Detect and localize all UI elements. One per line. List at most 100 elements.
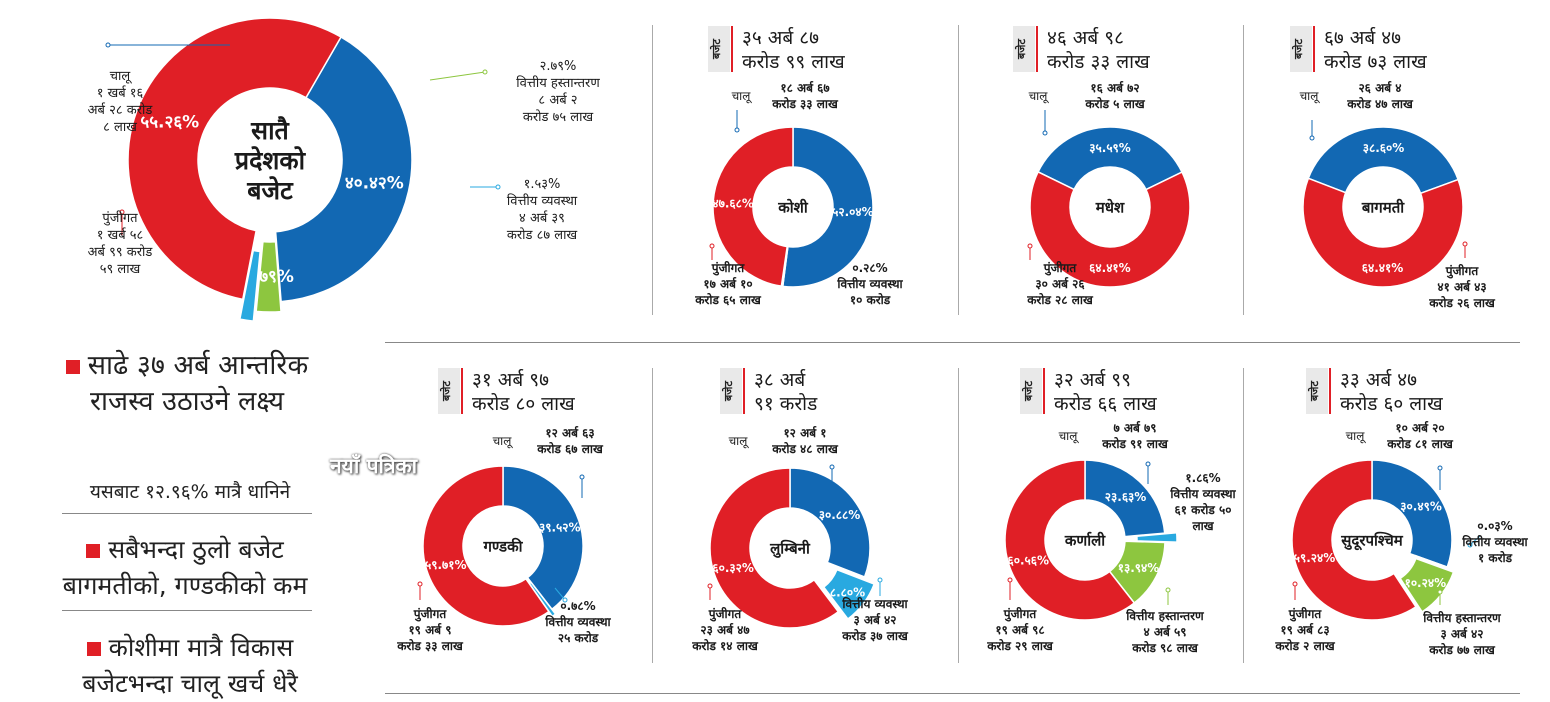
slice-label: ०.०३% वित्तीय व्यवस्था १ करोड [1461, 519, 1528, 565]
donut-slice [1037, 126, 1183, 191]
column-divider [958, 368, 959, 663]
budget-tag: बजेट [721, 381, 735, 402]
budget-tag-box [1306, 368, 1328, 414]
donut-slice [1302, 177, 1464, 288]
budget-tag-box [438, 368, 460, 414]
leader-dot [1437, 465, 1443, 471]
headline-largest-text: सबैभन्दा ठुलो बजेट बागमतीको, गण्डकीको कम [62, 535, 308, 600]
slice-label: वित्तीय व्यवस्था ३ अर्ब ४२ करोड ३७ लाख [841, 597, 909, 643]
donut-slice [422, 465, 550, 627]
headline-revenue: साढे ३७ अर्ब आन्तरिक राजस्व उठाउने लक्ष्… [62, 348, 312, 420]
slice-percent-label: ६०.५६% [1008, 554, 1050, 568]
slice-label: पुंजीगत २३ अर्ब ४७ करोड १४ लाख [691, 607, 759, 653]
donut-slice [127, 17, 343, 301]
donut-slice [1307, 126, 1460, 195]
leader-dot [1467, 542, 1473, 548]
leader-dot [417, 581, 423, 587]
donut-slice [712, 126, 794, 288]
chart-title: बागमती [1361, 198, 1405, 216]
slice-label: ७ अर्ब ७९ करोड ९१ लाख [1101, 421, 1169, 451]
chart-title: कोशी [777, 198, 809, 216]
budget-tag: बजेट [1307, 381, 1321, 402]
slice-label: ०.२८% वित्तीय व्यवस्था १० करोड [836, 261, 903, 307]
slice-label: १२ अर्ब ६३ करोड ६७ लाख [536, 426, 604, 456]
donut-slice [781, 126, 874, 288]
slice-label: पुंजीगत १९ अर्ब ९ करोड ३३ लाख [396, 607, 464, 653]
slice-name: चालू [493, 434, 514, 449]
watermark: नयाँ पत्रिका [330, 454, 418, 478]
slice-percent-label: १०.२४% [1405, 576, 1447, 590]
donut-slice [822, 568, 876, 621]
leader-dot [495, 184, 501, 190]
divider [62, 610, 312, 611]
leader-dot [877, 577, 883, 583]
slice-label: १.८६% वित्तीय व्यवस्था ६१ करोड ५० लाख [1169, 471, 1236, 533]
slice-label: पुंजीगत १९ अर्ब ८३ करोड २ लाख [1274, 607, 1335, 653]
leader-dot [119, 209, 125, 215]
leader-dot [1165, 587, 1171, 593]
budget-tag-box [1020, 368, 1042, 414]
column-divider [1243, 25, 1244, 315]
slice-percent-label: ५५.२६% [140, 112, 199, 132]
slice-label: २.७९% वित्तीय हस्तान्तरण ८ अर्ब २ करोड ७५ ल… [516, 59, 600, 125]
donut-slice [1084, 459, 1166, 538]
slice-name: चालू [1300, 89, 1321, 104]
leader-dot [734, 127, 740, 133]
slice-percent-label: ६४.४१% [1089, 261, 1131, 275]
leader-line [429, 71, 486, 81]
column-divider [652, 368, 653, 663]
headline-koshi-text: कोशीमा मात्रै विकास बजेटभन्दा चालू खर्च … [82, 633, 298, 698]
slice-percent-label: ३०.४९% [1400, 499, 1442, 513]
donut-slice [709, 467, 840, 629]
row-divider [385, 342, 1520, 343]
slice-name: चालू [1346, 429, 1367, 444]
donut-slice [1291, 459, 1417, 621]
leader-dot [562, 597, 568, 603]
leader-dot [707, 583, 713, 589]
slice-label: पुंजीगत १ खर्ब ५८ अर्ब ९९ करोड ५९ लाख [88, 210, 154, 277]
slice-label: १६ अर्ब ७२ करोड ५ लाख [1084, 81, 1145, 111]
leader-dot [1042, 130, 1048, 136]
budget-total: ३२ अर्ब ९९ करोड ६६ लाख [1054, 368, 1157, 415]
budget-tag: बजेट [1021, 381, 1035, 402]
column-divider [958, 25, 959, 315]
budget-tag: बजेट [709, 39, 723, 60]
bullet-square [65, 359, 80, 374]
slice-name: चालू [732, 89, 753, 104]
bullet-square [86, 642, 101, 656]
donut-slice [238, 249, 261, 322]
slice-percent-label: ३८.६०% [1363, 141, 1405, 155]
donut-slice [255, 240, 282, 313]
budget-tag: बजेट [439, 381, 453, 402]
budget-tag-box [708, 26, 730, 72]
budget-tag: बजेट [1291, 39, 1305, 60]
slice-percent-label: ३९.५२% [539, 521, 581, 535]
chart-title: लुम्बिनी [769, 539, 811, 558]
slice-percent-label: ३०.८८% [819, 508, 861, 522]
slice-percent-label: ३५.५९% [1089, 141, 1131, 155]
slice-percent-label: ५९.७१% [425, 558, 467, 572]
headline-revenue-sub: यसबाट १२.९६% मात्रै धानिने [89, 481, 291, 503]
slice-percent-label: ६०.३२% [712, 561, 754, 575]
budget-total: ३१ अर्ब ९७ करोड ८० लाख [472, 368, 575, 415]
slice-label: वित्तीय हस्तान्तरण ४ अर्ब ५९ करोड ९८ लाख [1125, 609, 1205, 655]
leader-line [554, 587, 566, 601]
slice-percent-label: ५२.०४% [832, 205, 874, 219]
divider [62, 513, 312, 514]
budget-total: ६७ अर्ब ४७ करोड ७३ लाख [1324, 26, 1427, 73]
chart-title: गण्डकी [482, 537, 523, 555]
leader-dot [1309, 135, 1315, 141]
leader-dot [1027, 243, 1033, 249]
budget-tag: बजेट [1014, 39, 1028, 60]
slice-label: चालू १ खर्ब १६ अर्ब २८ करोड ८ लाख [88, 69, 154, 135]
donut-slice [1414, 554, 1454, 571]
donut-slice [1399, 557, 1455, 613]
leader-dot [1462, 241, 1468, 247]
leader-dot [105, 42, 111, 48]
headline-revenue-text: साढे ३७ अर्ब आन्तरिक राजस्व उठाउने लक्ष्… [87, 350, 309, 417]
budget-tag-box [1013, 26, 1035, 72]
chart-title: कर्णाली [1064, 531, 1106, 549]
chart-title: सातै प्रदेशको बजेट [234, 116, 307, 205]
donut-slice [1029, 170, 1191, 288]
